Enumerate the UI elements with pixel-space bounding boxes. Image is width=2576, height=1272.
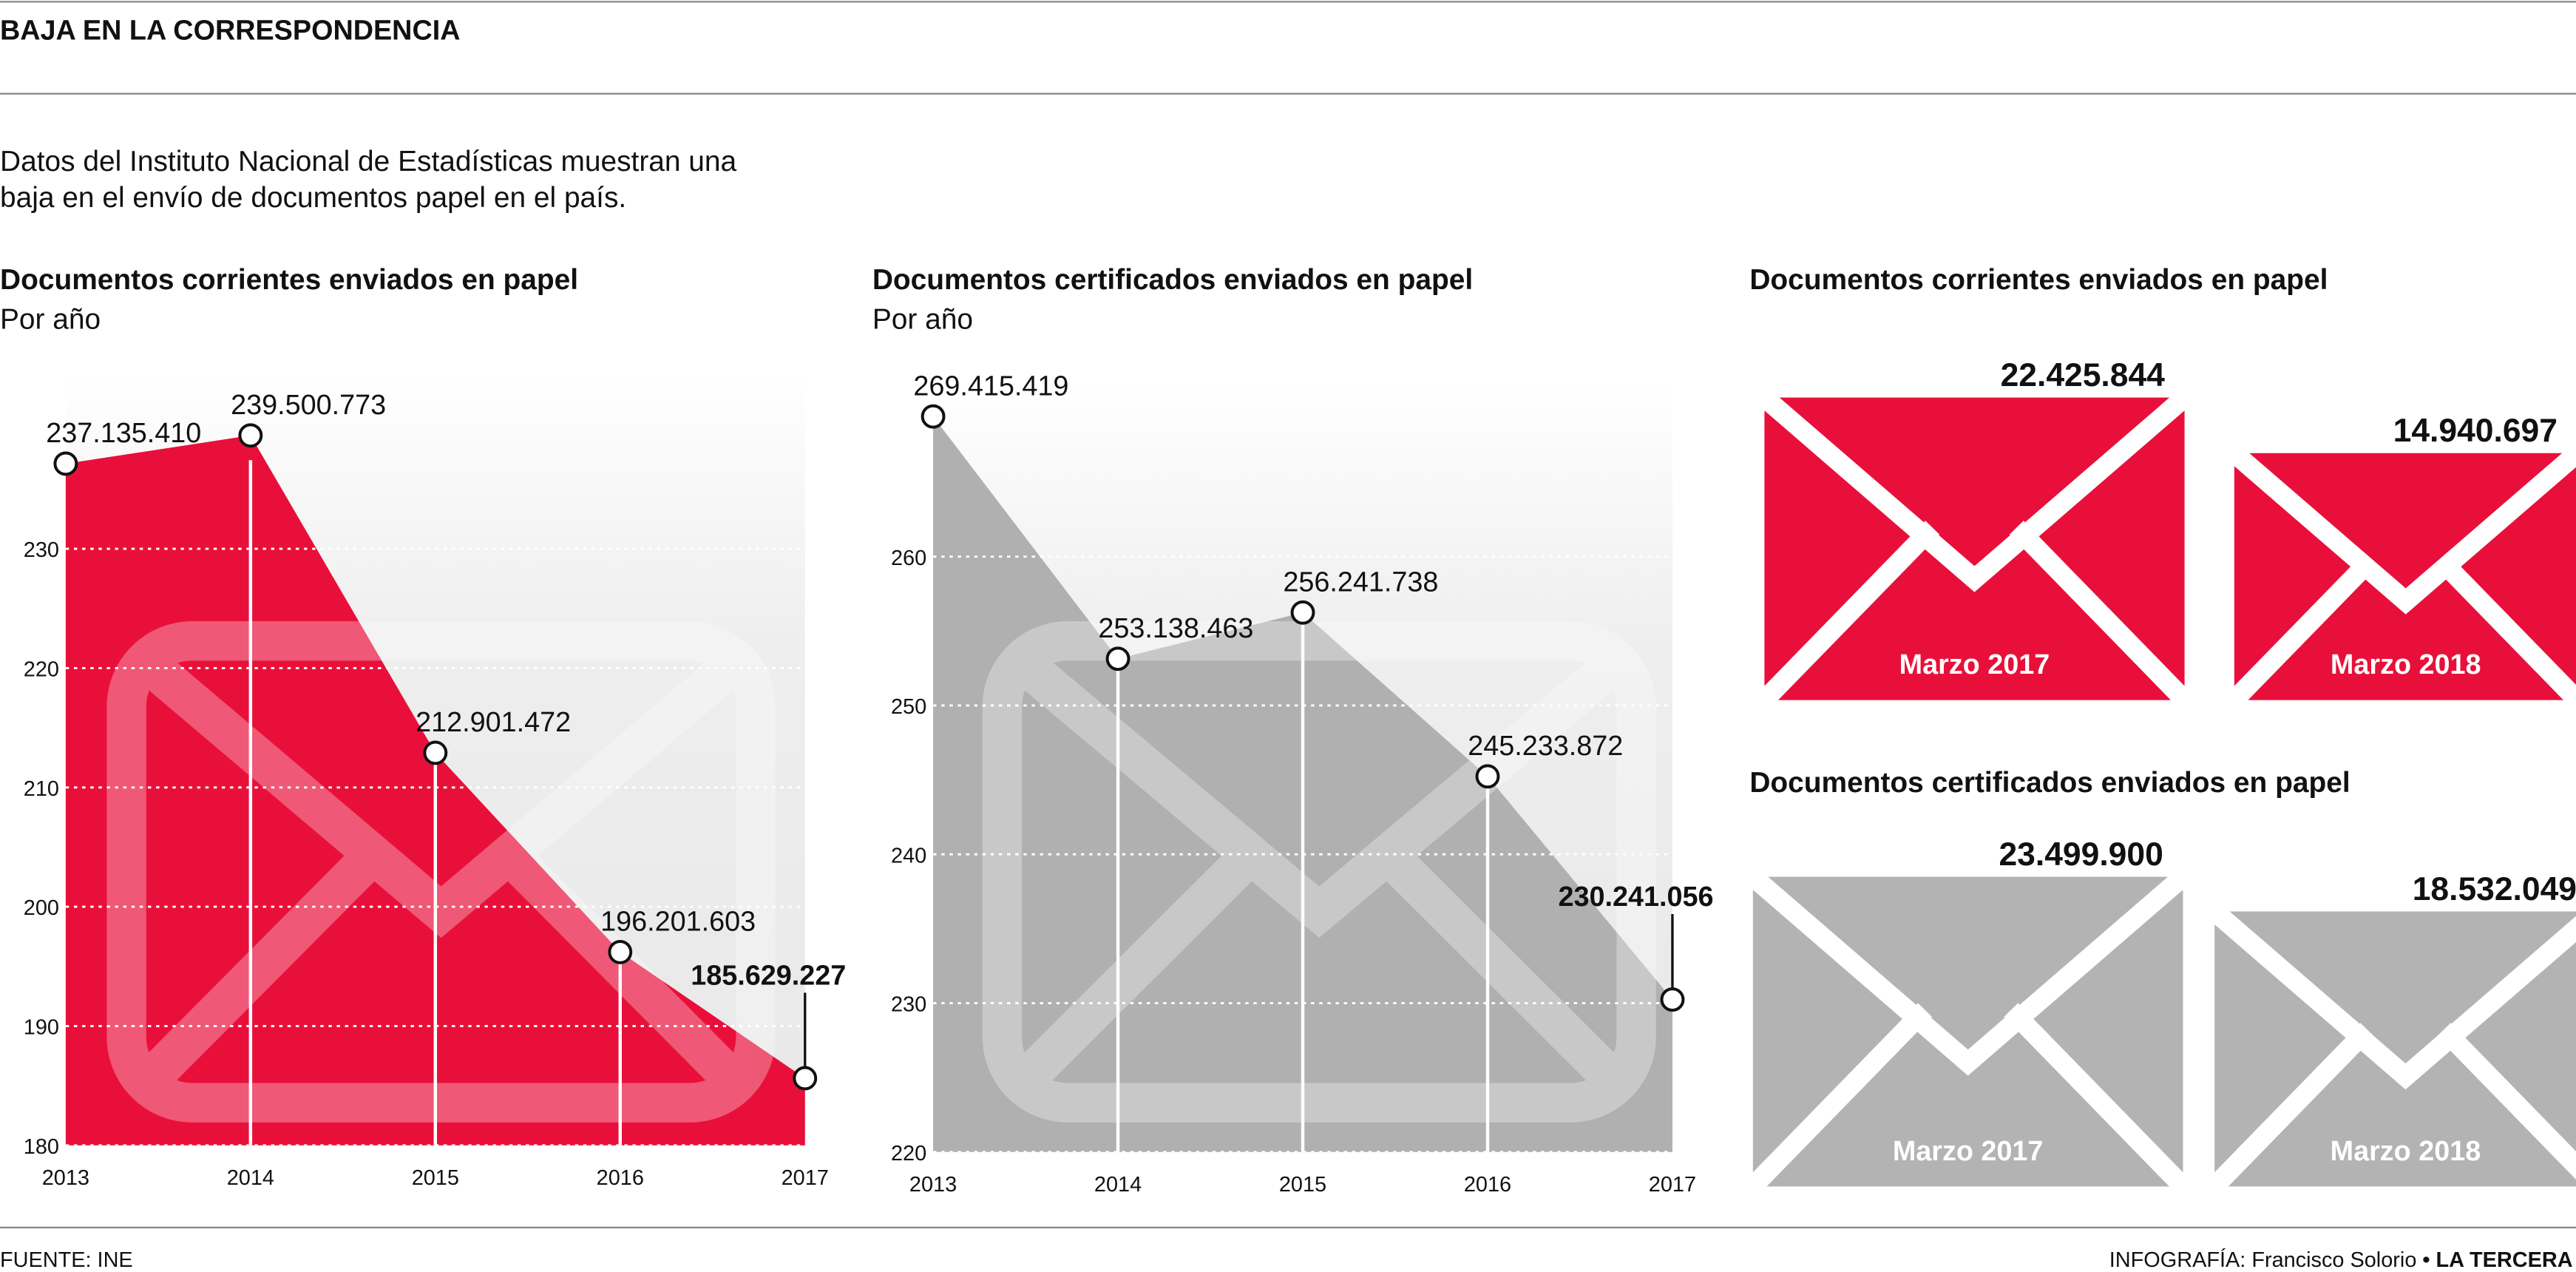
data-label: 237.135.410 [46, 418, 201, 449]
data-point [1290, 600, 1315, 625]
value-label: 14.940.697 [2393, 413, 2558, 449]
envelope [2227, 445, 2576, 707]
envelope-fold [2227, 552, 2379, 707]
credit-author: Francisco Solorio [2251, 1248, 2416, 1272]
y-tick-label: 200 [24, 896, 59, 920]
envelope-flap [1019, 655, 1620, 938]
envelope-fold [2436, 1023, 2576, 1180]
page-title: BAJA EN LA CORRESPONDENCIA [0, 15, 461, 46]
x-tick-label: 2015 [1279, 1173, 1326, 1197]
envelope-flap [1746, 869, 2190, 1076]
x-tick-label: 2015 [412, 1166, 459, 1190]
y-tick-label: 220 [24, 658, 59, 682]
x-tick-label: 2016 [1464, 1173, 1511, 1197]
y-tick-label: 240 [891, 844, 926, 867]
data-label: 212.901.472 [416, 707, 571, 738]
envelope-fold [1017, 829, 1276, 1087]
x-tick-label: 2014 [227, 1166, 274, 1190]
envelope-fold [2004, 1003, 2191, 1194]
y-tick-label: 210 [24, 777, 59, 801]
intro-line: Datos del Instituto Nacional de Estadíst… [0, 146, 737, 177]
data-point [608, 939, 633, 964]
chart-title: Documentos certificados enviados en pape… [1749, 767, 2350, 799]
chart-subtitle: Por año [0, 303, 101, 335]
data-point [1105, 646, 1131, 671]
credits: INFOGRAFÍA: Francisco Solorio • LA TERCE… [2109, 1248, 2573, 1272]
chart-title: Documentos corrientes enviados en papel [0, 264, 578, 296]
data-label: 245.233.872 [1468, 731, 1623, 762]
publication: • LA TERCERA [2422, 1248, 2572, 1272]
x-tick-label: 2017 [1649, 1173, 1696, 1197]
x-tick-label: 2013 [909, 1173, 957, 1197]
envelope-flap [1758, 390, 2192, 592]
data-label: 196.201.603 [600, 907, 756, 938]
y-tick-label: 250 [891, 695, 926, 719]
data-point [1475, 764, 1500, 789]
source: FUENTE: INE [0, 1248, 133, 1272]
data-point [423, 740, 448, 765]
envelope-flap [2208, 904, 2576, 1090]
credit-label: INFOGRAFÍA: [2109, 1248, 2246, 1272]
value-label: 22.425.844 [2001, 357, 2166, 393]
envelope-fold [2433, 552, 2576, 707]
chart-title: Documentos certificados enviados en pape… [872, 264, 1473, 296]
data-point [53, 451, 78, 476]
data-point [921, 404, 946, 429]
data-label: 230.241.056 [1558, 882, 1713, 913]
envelope-fold [142, 829, 399, 1087]
envelope-flap [2228, 445, 2576, 615]
envelope-label: Marzo 2018 [2331, 1136, 2481, 1167]
y-tick-label: 220 [891, 1142, 926, 1166]
value-label: 18.532.049 [2413, 871, 2576, 907]
data-point [1660, 987, 1685, 1012]
envelope-label: Marzo 2017 [1893, 1136, 2044, 1167]
intro-line: baja en el envío de documentos papel en … [0, 182, 626, 214]
y-tick-label: 260 [891, 547, 926, 570]
data-label: 185.629.227 [691, 960, 846, 991]
data-label: 256.241.738 [1283, 566, 1438, 598]
y-tick-label: 230 [891, 993, 926, 1017]
envelope-fold [2009, 521, 2192, 707]
x-tick-label: 2014 [1094, 1173, 1142, 1197]
envelope-fold [2207, 1023, 2375, 1194]
data-point [238, 423, 263, 448]
envelope-label: Marzo 2017 [1899, 649, 2050, 680]
chart-title: Documentos corrientes enviados en papel [1749, 264, 2328, 296]
data-label: 253.138.463 [1098, 613, 1253, 644]
value-label: 23.499.900 [1999, 836, 2163, 873]
envelope [2207, 904, 2576, 1194]
envelope-outline [982, 621, 1656, 1123]
x-tick-label: 2013 [42, 1166, 89, 1190]
data-label: 269.415.419 [913, 371, 1068, 402]
envelope-fold [1757, 521, 1940, 707]
watermark-envelope [982, 621, 1656, 1123]
envelope-outline [106, 621, 776, 1123]
data-label: 239.500.773 [231, 390, 386, 421]
envelope [1757, 390, 2192, 707]
envelope-label: Marzo 2018 [2331, 649, 2481, 680]
envelope-fold [1363, 829, 1621, 1087]
y-tick-label: 230 [24, 538, 59, 562]
chart-subtitle: Por año [872, 303, 973, 335]
data-point [793, 1066, 818, 1091]
y-tick-label: 190 [24, 1016, 59, 1040]
envelope [1746, 869, 2191, 1194]
x-tick-label: 2017 [782, 1166, 829, 1190]
x-tick-label: 2016 [597, 1166, 644, 1190]
y-tick-label: 180 [24, 1135, 59, 1159]
envelope-fold [1746, 1003, 1933, 1194]
